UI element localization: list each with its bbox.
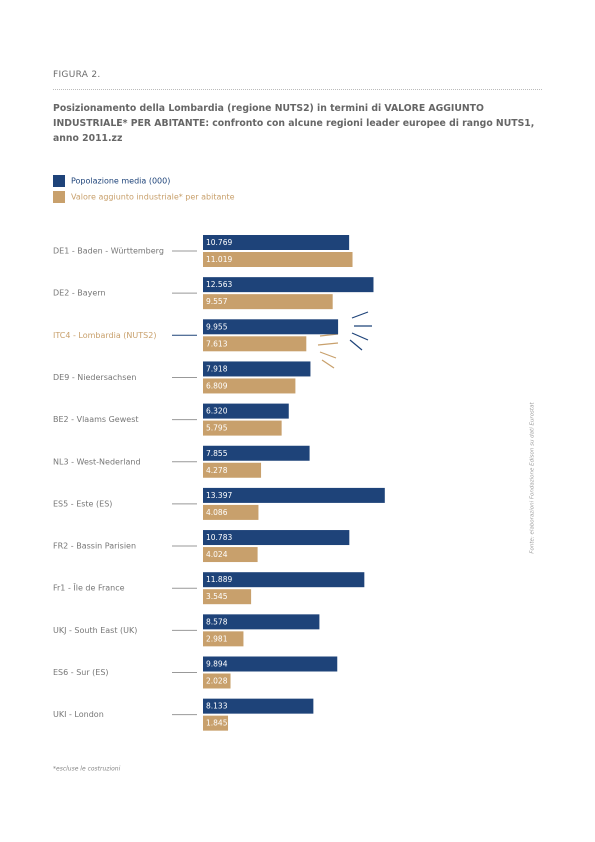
bar [203, 319, 339, 335]
value-label: 7.855 [206, 449, 228, 458]
category-label: ITC4 - Lombardia (NUTS2) [53, 331, 156, 340]
bar [203, 336, 307, 352]
bar [203, 673, 231, 689]
legend-swatch [53, 175, 65, 187]
value-label: 7.918 [206, 364, 228, 373]
bar [203, 631, 244, 647]
value-label: 8.578 [206, 617, 228, 626]
bar [203, 698, 314, 714]
bar [203, 572, 365, 588]
value-label: 2.028 [206, 677, 228, 686]
highlight-rays [317, 311, 372, 369]
bar [203, 445, 310, 461]
legend-swatch [53, 191, 65, 203]
chart-title: Posizionamento della Lombardia (regione … [53, 103, 535, 144]
bar [203, 462, 262, 478]
value-label: 8.133 [206, 702, 228, 711]
category-label: BE2 - Vlaams Gewest [53, 415, 139, 424]
bar [203, 252, 353, 267]
footnote: *escluse le costruzioni [53, 766, 121, 773]
bar [203, 277, 374, 293]
bar [203, 403, 289, 419]
legend-label: Valore aggiunto industriale* per abitant… [71, 193, 235, 202]
value-label: 4.086 [206, 508, 228, 517]
category-label: UKJ - South East (UK) [53, 626, 137, 635]
value-label: 7.613 [206, 339, 228, 348]
bar [203, 715, 229, 731]
legend-label: Popolazione media (000) [71, 177, 170, 186]
category-label: ES6 - Sur (ES) [53, 668, 109, 677]
divider [53, 89, 542, 90]
source-note: Fonte: elaborazioni Fondazione Edison su… [530, 402, 536, 554]
category-label: DE9 - Niedersachsen [53, 373, 136, 382]
category-label: DE2 - Bayern [53, 289, 106, 298]
bar [203, 378, 296, 394]
bar [203, 547, 258, 563]
bar [203, 487, 385, 503]
value-label: 12.563 [206, 280, 232, 289]
value-label: 1.845 [206, 719, 228, 728]
value-label: 11.889 [206, 575, 232, 584]
category-label: FR2 - Bassin Parisien [53, 542, 136, 551]
value-label: 11.019 [206, 255, 232, 264]
bar [203, 420, 282, 436]
bar [203, 589, 252, 605]
category-label: Fr1 - Île de France [53, 582, 125, 593]
value-label: 9.955 [206, 322, 228, 331]
value-label: 4.024 [206, 550, 228, 559]
value-label: 13.397 [206, 491, 232, 500]
category-label: ES5 - Este (ES) [53, 499, 112, 508]
value-label: 9.894 [206, 660, 228, 669]
category-label: UKI - London [53, 710, 104, 719]
bar [203, 656, 338, 672]
value-label: 10.783 [206, 533, 232, 542]
value-label: 2.981 [206, 634, 228, 643]
value-label: 4.278 [206, 466, 228, 475]
value-label: 6.320 [206, 407, 228, 416]
bar [203, 614, 320, 630]
value-label: 10.769 [206, 238, 232, 247]
bar [203, 235, 350, 250]
bar [203, 361, 311, 377]
bar [203, 504, 259, 520]
figure-label: FIGURA 2. [53, 70, 101, 80]
bar [203, 530, 350, 546]
category-label: DE1 - Baden - Württemberg [53, 247, 164, 256]
value-label: 6.809 [206, 381, 228, 390]
bar [203, 294, 333, 310]
value-label: 5.795 [206, 424, 228, 433]
category-label: NL3 - West-Nederland [53, 457, 141, 466]
value-label: 3.545 [206, 592, 228, 601]
value-label: 9.557 [206, 297, 228, 306]
